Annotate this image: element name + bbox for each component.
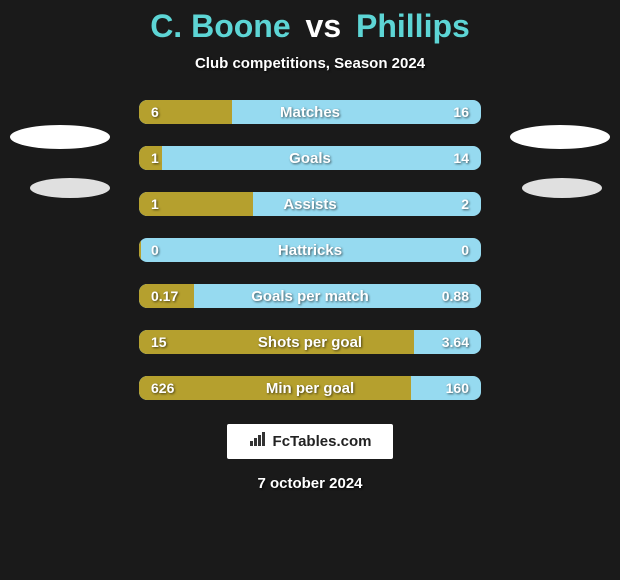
- stat-row: 0.17Goals per match0.88: [139, 284, 481, 308]
- stats-area: 6Matches16 1Goals14 1Assists2 0Hattricks0 0.…: [139, 100, 481, 400]
- chart-icon: [249, 432, 267, 451]
- stat-row: 15Shots per goal3.64: [139, 330, 481, 354]
- stat-value-right: 0: [461, 242, 469, 258]
- stat-value-right: 14: [453, 150, 469, 166]
- stat-value-right: 160: [446, 380, 469, 396]
- player-left-name: C. Boone: [150, 8, 290, 44]
- stat-label: Min per goal: [139, 380, 481, 397]
- comparison-infographic: C. Boone vs Phillips Club competitions, …: [0, 0, 620, 580]
- stat-label: Goals: [139, 150, 481, 167]
- player-right-name: Phillips: [356, 8, 470, 44]
- stat-label: Assists: [139, 196, 481, 213]
- stat-label: Shots per goal: [139, 334, 481, 351]
- stat-value-right: 16: [453, 104, 469, 120]
- stat-row: 1Assists2: [139, 192, 481, 216]
- stat-row: 6Matches16: [139, 100, 481, 124]
- stat-value-right: 3.64: [442, 334, 469, 350]
- stat-row: 0Hattricks0: [139, 238, 481, 262]
- vs-separator: vs: [306, 8, 342, 44]
- team-right-badge: [522, 178, 602, 198]
- branding-text: FcTables.com: [273, 433, 372, 450]
- player-left-avatar: [10, 125, 110, 149]
- subtitle: Club competitions, Season 2024: [195, 55, 425, 72]
- stat-value-right: 0.88: [442, 288, 469, 304]
- stat-label: Goals per match: [139, 288, 481, 305]
- player-right-avatar: [510, 125, 610, 149]
- stat-row: 626Min per goal160: [139, 376, 481, 400]
- stat-label: Matches: [139, 104, 481, 121]
- stat-label: Hattricks: [139, 242, 481, 259]
- title: C. Boone vs Phillips: [150, 8, 470, 45]
- date: 7 october 2024: [257, 475, 362, 492]
- team-left-badge: [30, 178, 110, 198]
- stat-row: 1Goals14: [139, 146, 481, 170]
- stat-value-right: 2: [461, 196, 469, 212]
- branding-badge: FcTables.com: [227, 424, 394, 459]
